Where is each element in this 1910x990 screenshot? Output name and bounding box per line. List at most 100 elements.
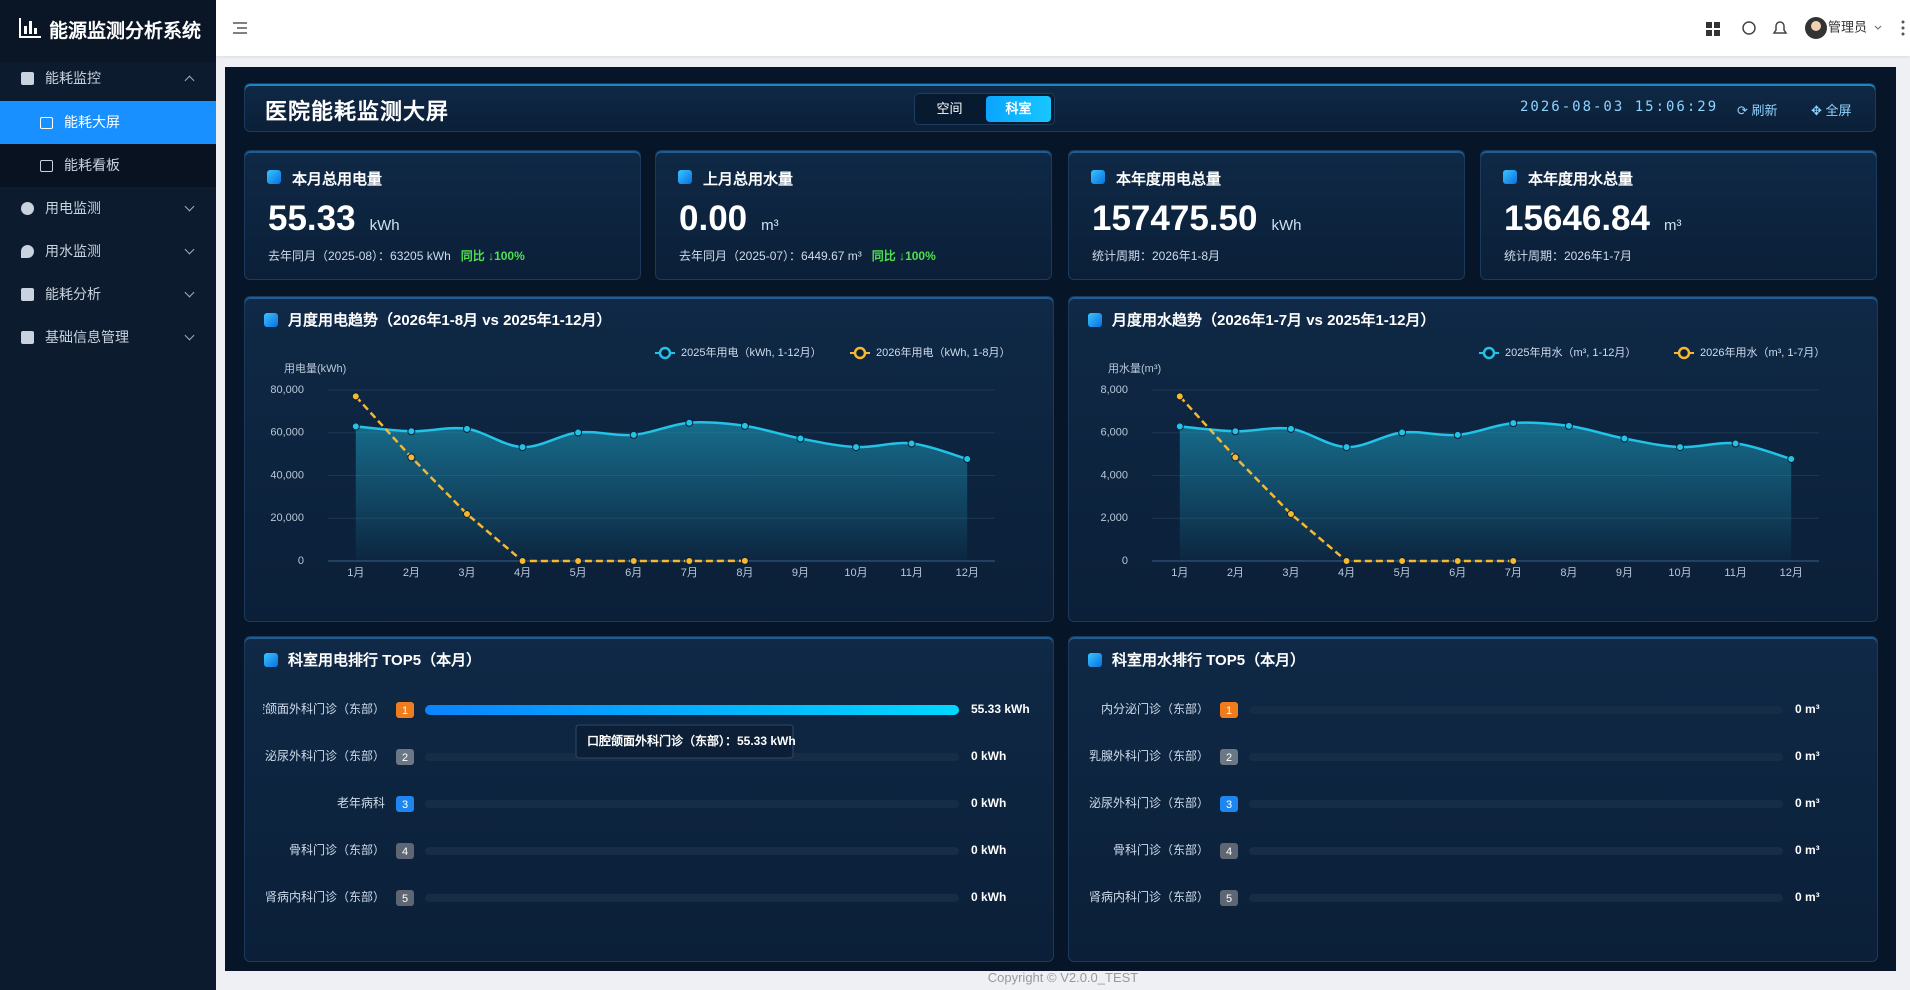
rank-badge — [396, 843, 414, 859]
data-point — [907, 439, 916, 448]
menu-item[interactable]: 基础信息管理 — [0, 316, 216, 359]
rank-badge — [1220, 843, 1238, 859]
data-point — [740, 556, 749, 565]
category-label: 泌尿外科门诊（东部） — [265, 748, 385, 763]
data-point — [796, 434, 805, 443]
data-point — [407, 427, 416, 436]
x-tick-label: 3月 — [1282, 567, 1299, 579]
value-label: 0 m³ — [1795, 890, 1820, 904]
data-point — [1398, 557, 1407, 565]
submenu-item[interactable]: 能耗大屏 — [0, 101, 216, 144]
rank-number: 4 — [1226, 846, 1232, 858]
bar-track — [1249, 847, 1783, 855]
menu-label: 能耗分析 — [45, 286, 101, 302]
search-icon[interactable] — [1742, 21, 1756, 35]
data-point — [1175, 422, 1184, 431]
title-icon — [1088, 313, 1102, 327]
data-point — [1453, 557, 1462, 565]
category-label: 口腔颌面外科门诊（东部） — [245, 701, 385, 716]
tab[interactable]: 科室 — [986, 96, 1051, 122]
menu-item[interactable]: 用水监测 — [0, 230, 216, 273]
refresh-label: 刷新 — [1751, 103, 1778, 118]
logo: 能源监测分析系统 — [0, 0, 216, 62]
menu-label: 能耗监控 — [45, 70, 101, 86]
x-tick-label: 5月 — [1394, 567, 1411, 579]
card-unit: kWh — [369, 217, 400, 234]
chart: 科室用水排行 TOP5（本月） 内分泌门诊（东部） 乳腺外科门诊（东部） 泌尿外科门诊… — [1088, 651, 1820, 906]
title-icon — [264, 653, 278, 667]
card-title: 本年度用水总量 — [1528, 171, 1634, 188]
category-label: 肾病内科门诊（东部） — [265, 889, 385, 904]
menu-item[interactable]: 能耗分析 — [0, 273, 216, 316]
screen-title: 医院能耗监测大屏 — [265, 99, 450, 124]
rank-number: 2 — [1226, 752, 1232, 764]
y-tick-label: 20,000 — [270, 512, 304, 524]
menu-label: 用水监测 — [45, 243, 101, 259]
user-name[interactable]: 管理员 — [1828, 19, 1867, 34]
y-tick-label: 2,000 — [1100, 512, 1128, 524]
data-point — [1342, 557, 1351, 565]
card-unit: m³ — [761, 217, 779, 234]
x-tick-label: 4月 — [1338, 567, 1355, 579]
menu-label: 基础信息管理 — [45, 329, 129, 345]
header-icons: 管理员 — [233, 17, 1905, 39]
data-point — [518, 557, 527, 565]
chart-title: 科室用电排行 TOP5（本月） — [288, 651, 481, 669]
bar — [425, 705, 959, 715]
rank-number: 1 — [402, 705, 408, 717]
menu-item[interactable]: 用电监测 — [0, 187, 216, 230]
rank-number: 3 — [402, 799, 408, 811]
more-icon[interactable] — [1901, 20, 1905, 36]
data-point — [1175, 392, 1184, 401]
y-tick-label: 6,000 — [1100, 427, 1128, 439]
refresh-button[interactable]: ⟳ 刷新 — [1737, 103, 1778, 118]
menu-toggle[interactable] — [233, 22, 247, 34]
chart: 月度用水趋势（2026年1-7月 vs 2025年1-12月） 用水量(m³) 0 2… — [1088, 311, 1825, 579]
logo-icon — [19, 18, 41, 38]
rank-number: 5 — [402, 893, 408, 905]
bell-icon[interactable] — [1772, 21, 1788, 34]
value-label: 0 kWh — [971, 749, 1006, 763]
data-point — [852, 443, 861, 452]
data-point — [1231, 427, 1240, 436]
x-tick-label: 1月 — [1171, 567, 1188, 579]
apps-icon[interactable] — [1706, 22, 1720, 36]
rank-badge — [396, 749, 414, 765]
data-point — [1453, 430, 1462, 439]
series-area — [1179, 422, 1792, 561]
data-point — [407, 453, 416, 462]
chart-panel: 月度用水趋势（2026年1-7月 vs 2025年1-12月） 用水量(m³) 0 2… — [1068, 296, 1878, 622]
fullscreen-button[interactable]: ✥ 全屏 — [1811, 103, 1852, 118]
card-note: 去年同月（2025-08）：63205 kWh — [268, 249, 451, 263]
legend-marker — [1677, 346, 1691, 360]
rank-badge — [396, 890, 414, 906]
app-title: 能源监测分析系统 — [49, 21, 202, 42]
card-title: 本月总用电量 — [292, 171, 383, 188]
legend-label: 2025年用电（kWh, 1-12月） — [681, 345, 822, 359]
data-point — [1787, 455, 1796, 464]
submenu-item[interactable]: 能耗看板 — [0, 144, 216, 187]
x-tick-label: 6月 — [1449, 567, 1466, 579]
data-point — [740, 421, 749, 430]
card-value: 157475.50 — [1092, 199, 1258, 238]
legend-label: 2026年用水（m³, 1-7月） — [1700, 345, 1825, 359]
data-point — [574, 557, 583, 565]
data-point — [685, 418, 694, 427]
x-tick-label: 9月 — [792, 567, 809, 579]
legend-label: 2025年用水（m³, 1-12月） — [1505, 345, 1636, 359]
bar-track — [1249, 706, 1783, 714]
category-label: 肾病内科门诊（东部） — [1089, 889, 1209, 904]
chart-panel: 科室用水排行 TOP5（本月） 内分泌门诊（东部） 乳腺外科门诊（东部） 泌尿外科门诊… — [1068, 636, 1878, 962]
tab[interactable]: 空间 — [936, 101, 963, 116]
card-value-row: 15646.84 m³ — [1504, 199, 1681, 239]
card-note-row: 统计周期：2026年1-8月 — [1092, 247, 1220, 264]
stat-card: 本年度用水总量 15646.84 m³ 统计周期：2026年1-7月 — [1480, 150, 1877, 280]
data-point — [518, 443, 527, 452]
menu-label: 能耗大屏 — [64, 114, 120, 130]
label-group: 内分泌门诊（东部） 乳腺外科门诊（东部） 泌尿外科门诊（东部） 骨科门诊（东部） 肾病内… — [1089, 701, 1209, 904]
category-label: 内分泌门诊（东部） — [1101, 701, 1209, 716]
menu-item[interactable]: 能耗监控 — [0, 57, 216, 100]
x-tick-label: 11月 — [900, 567, 922, 579]
value-label: 0 m³ — [1795, 749, 1820, 763]
